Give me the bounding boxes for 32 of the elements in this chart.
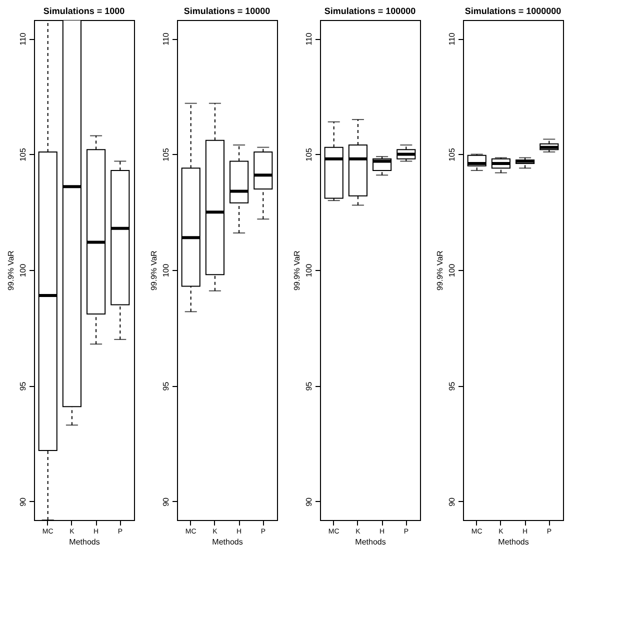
y-tick-label: 100 (162, 263, 170, 278)
y-tick-label: 110 (18, 32, 28, 46)
x-axis-title: Methods (355, 538, 386, 546)
y-tick-label: 100 (304, 263, 314, 278)
y-tick-label: 110 (304, 32, 314, 46)
y-tick-label: 95 (304, 381, 314, 391)
chart-title: Simulations = 1000000 (464, 6, 562, 16)
y-tick-label: 95 (448, 381, 456, 391)
y-axis-title: 99.9% VaR (150, 250, 158, 290)
y-tick-label: 90 (448, 496, 456, 506)
y-tick-label: 105 (162, 148, 170, 162)
x-axis-title: Methods (498, 538, 529, 546)
y-axis-title: 99.9% VaR (436, 250, 444, 290)
y-tick-label: 105 (448, 148, 456, 162)
y-tick-label: 90 (162, 496, 170, 506)
y-tick-label: 105 (304, 148, 314, 162)
chart-title: Simulations = 10000 (184, 6, 270, 16)
y-axis-title: 99.9% VaR (292, 250, 302, 290)
y-tick-label: 100 (18, 263, 28, 278)
chart-title: Simulations = 1000 (43, 6, 125, 16)
chart-title: Simulations = 100000 (324, 6, 416, 16)
y-tick-label: 90 (304, 496, 314, 506)
y-tick-label: 105 (18, 148, 28, 162)
y-tick-label: 110 (448, 32, 456, 46)
y-tick-label: 100 (448, 263, 456, 278)
y-tick-label: 95 (162, 381, 170, 391)
y-tick-label: 95 (18, 381, 28, 391)
y-axis-title: 99.9% VaR (6, 250, 16, 290)
y-tick-label: 90 (18, 496, 28, 506)
x-axis-title: Methods (69, 538, 100, 546)
y-tick-label: 110 (162, 32, 170, 46)
x-axis-title: Methods (212, 538, 243, 546)
